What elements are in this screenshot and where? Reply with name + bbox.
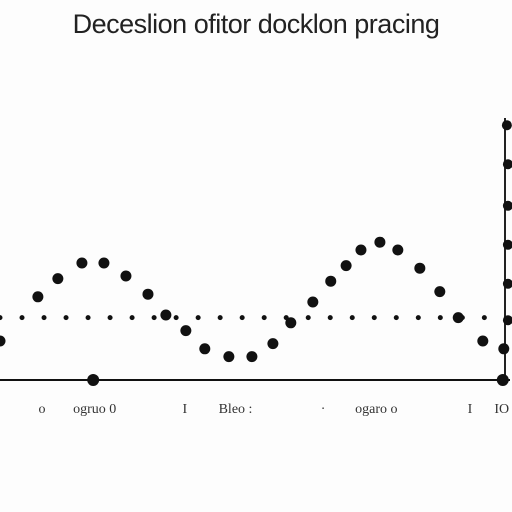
x-tick-label: IO bbox=[494, 402, 509, 417]
dot bbox=[52, 273, 64, 285]
dot bbox=[63, 315, 69, 321]
dot bbox=[414, 262, 426, 274]
dot bbox=[477, 335, 489, 347]
dot bbox=[498, 343, 510, 355]
dot bbox=[374, 236, 386, 248]
dot bbox=[85, 315, 91, 321]
dot bbox=[120, 270, 132, 282]
dot bbox=[459, 315, 465, 321]
dot bbox=[199, 343, 211, 355]
dot bbox=[239, 315, 245, 321]
dot bbox=[129, 315, 135, 321]
dot bbox=[502, 278, 512, 289]
dot bbox=[502, 315, 512, 326]
dot bbox=[87, 374, 100, 386]
dot bbox=[267, 338, 279, 350]
dot bbox=[195, 315, 201, 321]
dot bbox=[355, 244, 367, 256]
dot bbox=[0, 335, 6, 347]
dot bbox=[502, 159, 512, 170]
dot bbox=[76, 257, 88, 269]
dot bbox=[151, 315, 157, 321]
dot bbox=[452, 312, 464, 324]
dot bbox=[223, 351, 235, 363]
dot bbox=[32, 291, 44, 303]
dot bbox=[481, 315, 487, 321]
dot bbox=[261, 315, 267, 321]
dot bbox=[98, 257, 110, 269]
x-tick-label: o bbox=[38, 402, 45, 417]
dot bbox=[41, 315, 47, 321]
x-tick-label: ogaro o bbox=[355, 402, 397, 417]
dot bbox=[434, 286, 446, 298]
dot bbox=[502, 200, 512, 211]
dot bbox=[246, 351, 258, 363]
dot bbox=[371, 315, 377, 321]
dot bbox=[325, 275, 337, 287]
dot bbox=[496, 374, 509, 386]
x-tick-label: Bleo : bbox=[219, 402, 253, 417]
x-tick-label: I bbox=[182, 402, 187, 417]
dot bbox=[392, 244, 404, 256]
dot bbox=[340, 260, 352, 272]
dot bbox=[285, 317, 297, 329]
dot bbox=[305, 315, 311, 321]
x-tick-label: I bbox=[468, 402, 473, 417]
dot bbox=[307, 296, 319, 308]
dot bbox=[142, 288, 154, 300]
dot bbox=[173, 315, 179, 321]
dot bbox=[19, 315, 25, 321]
dot bbox=[107, 315, 113, 321]
dot bbox=[502, 239, 512, 250]
dot bbox=[0, 315, 3, 321]
dot bbox=[349, 315, 355, 321]
dot bbox=[415, 315, 421, 321]
dot bbox=[327, 315, 333, 321]
x-tick-label: · bbox=[321, 402, 326, 417]
dot bbox=[217, 315, 223, 321]
dot bbox=[283, 315, 289, 321]
dot bbox=[180, 325, 192, 337]
dot bbox=[437, 315, 443, 321]
dot bbox=[501, 120, 512, 131]
dot bbox=[160, 309, 172, 321]
chart-title: Deceslion ofitor docklon pracing bbox=[73, 9, 440, 39]
x-tick-label: ogruo 0 bbox=[73, 402, 116, 417]
dot bbox=[393, 315, 399, 321]
